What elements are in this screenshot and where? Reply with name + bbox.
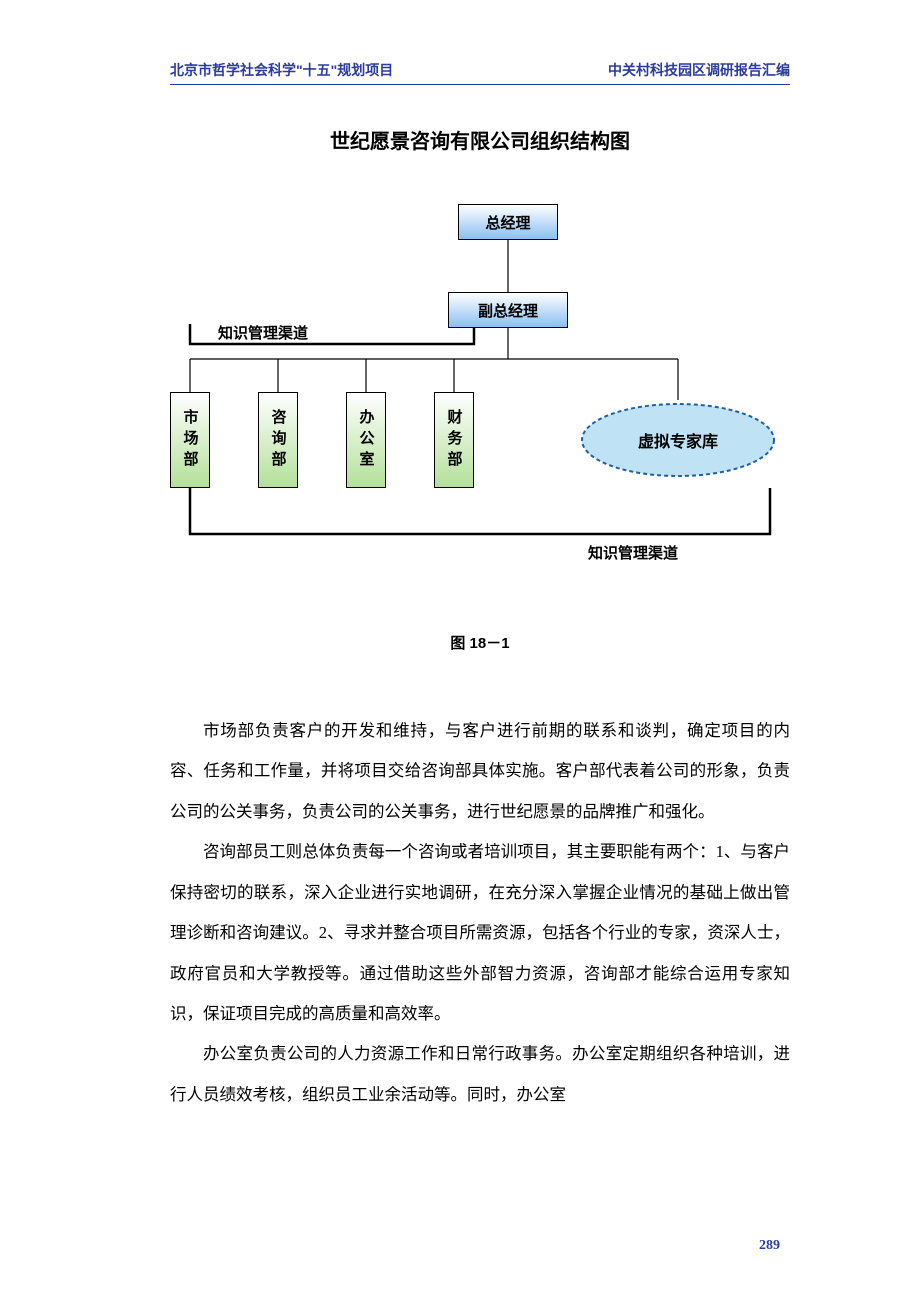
paragraph: 办公室负责公司的人力资源工作和日常行政事务。办公室定期组织各种培训，进行人员绩效… <box>170 1034 790 1115</box>
node-dept-office: 办公室 <box>346 392 386 488</box>
node-dept-marketing: 市场部 <box>170 392 210 488</box>
header-right: 中关村科技园区调研报告汇编 <box>608 60 790 80</box>
node-label: 副总经理 <box>478 300 538 321</box>
node-label: 咨询部 <box>268 409 289 472</box>
page: 北京市哲学社会科学"十五"规划项目 中关村科技园区调研报告汇编 世纪愿景咨询有限… <box>0 0 920 1175</box>
node-dept-finance: 财务部 <box>434 392 474 488</box>
page-header: 北京市哲学社会科学"十五"规划项目 中关村科技园区调研报告汇编 <box>170 60 790 80</box>
header-left: 北京市哲学社会科学"十五"规划项目 <box>170 60 393 80</box>
body-text: 市场部负责客户的开发和维持，与客户进行前期的联系和谈判，确定项目的内容、任务和工… <box>170 711 790 1115</box>
paragraph: 市场部负责客户的开发和维持，与客户进行前期的联系和谈判，确定项目的内容、任务和工… <box>170 711 790 832</box>
figure-caption: 图 18－1 <box>170 632 790 653</box>
node-expert-pool: 虚拟专家库 <box>578 400 778 480</box>
org-chart: 总经理 副总经理 市场部 咨询部 办公室 财务部 虚拟专家库 知识管理渠道 知识… <box>170 204 790 604</box>
node-general-manager: 总经理 <box>458 204 558 240</box>
node-label: 办公室 <box>356 409 377 472</box>
channel-label-bottom: 知识管理渠道 <box>588 542 678 563</box>
node-dept-consulting: 咨询部 <box>258 392 298 488</box>
node-label: 虚拟专家库 <box>638 428 718 452</box>
node-label: 财务部 <box>444 409 465 472</box>
header-rule <box>170 84 790 85</box>
channel-label-top: 知识管理渠道 <box>218 322 308 343</box>
paragraph: 咨询部员工则总体负责每一个咨询或者培训项目，其主要职能有两个：1、与客户保持密切… <box>170 832 790 1034</box>
node-deputy-gm: 副总经理 <box>448 292 568 328</box>
node-label: 总经理 <box>485 212 530 233</box>
node-label: 市场部 <box>180 409 201 472</box>
doc-title: 世纪愿景咨询有限公司组织结构图 <box>170 125 790 154</box>
page-number: 289 <box>759 1238 780 1254</box>
